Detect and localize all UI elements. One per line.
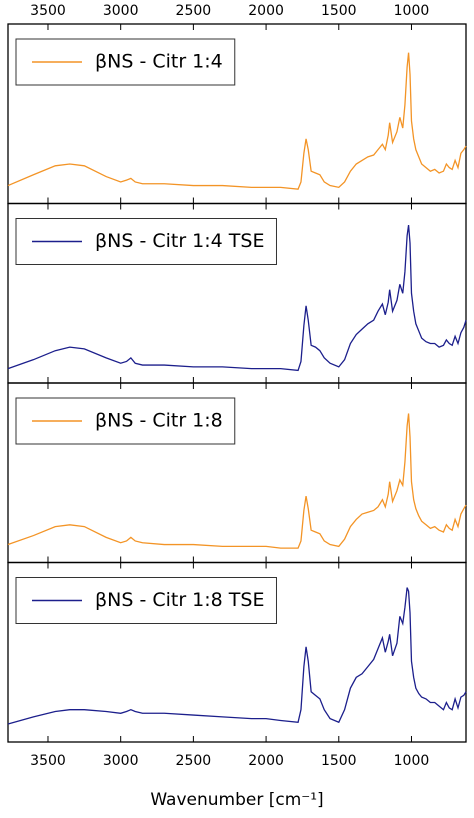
legend-label: βNS - Citr 1:4	[95, 51, 223, 73]
x-tick-label-top: 1500	[321, 3, 357, 19]
x-tick-label: 2500	[176, 753, 212, 769]
x-tick-label-top: 2000	[248, 3, 284, 19]
spectrum-line	[7, 587, 467, 725]
spectrum-line	[7, 224, 467, 372]
x-tick-label: 2000	[248, 753, 284, 769]
x-tick-label: 3000	[103, 753, 139, 769]
spectrum-line	[7, 52, 467, 190]
legend-box	[15, 577, 277, 624]
legend-label: βNS - Citr 1:8 TSE	[95, 589, 264, 611]
x-tick-label: 3500	[30, 753, 66, 769]
panel-frame	[7, 382, 467, 564]
x-tick-label: 1000	[394, 753, 430, 769]
x-tick-label-top: 3500	[30, 3, 66, 19]
legend-box	[15, 397, 236, 445]
x-axis-title: Wavenumber [cm⁻¹]	[150, 790, 323, 810]
x-tick-label-top: 3000	[103, 3, 139, 19]
panel-frame	[7, 23, 467, 205]
legend-label: βNS - Citr 1:8	[95, 410, 223, 432]
panel-frame	[7, 561, 467, 743]
x-tick-label-top: 2500	[176, 3, 212, 19]
x-tick-label: 1500	[321, 753, 357, 769]
legend-box	[15, 38, 236, 86]
spectrum-line	[7, 413, 467, 549]
x-tick-label-top: 1000	[394, 3, 430, 19]
legend-box	[15, 218, 277, 265]
legend-label: βNS - Citr 1:4 TSE	[95, 230, 264, 252]
